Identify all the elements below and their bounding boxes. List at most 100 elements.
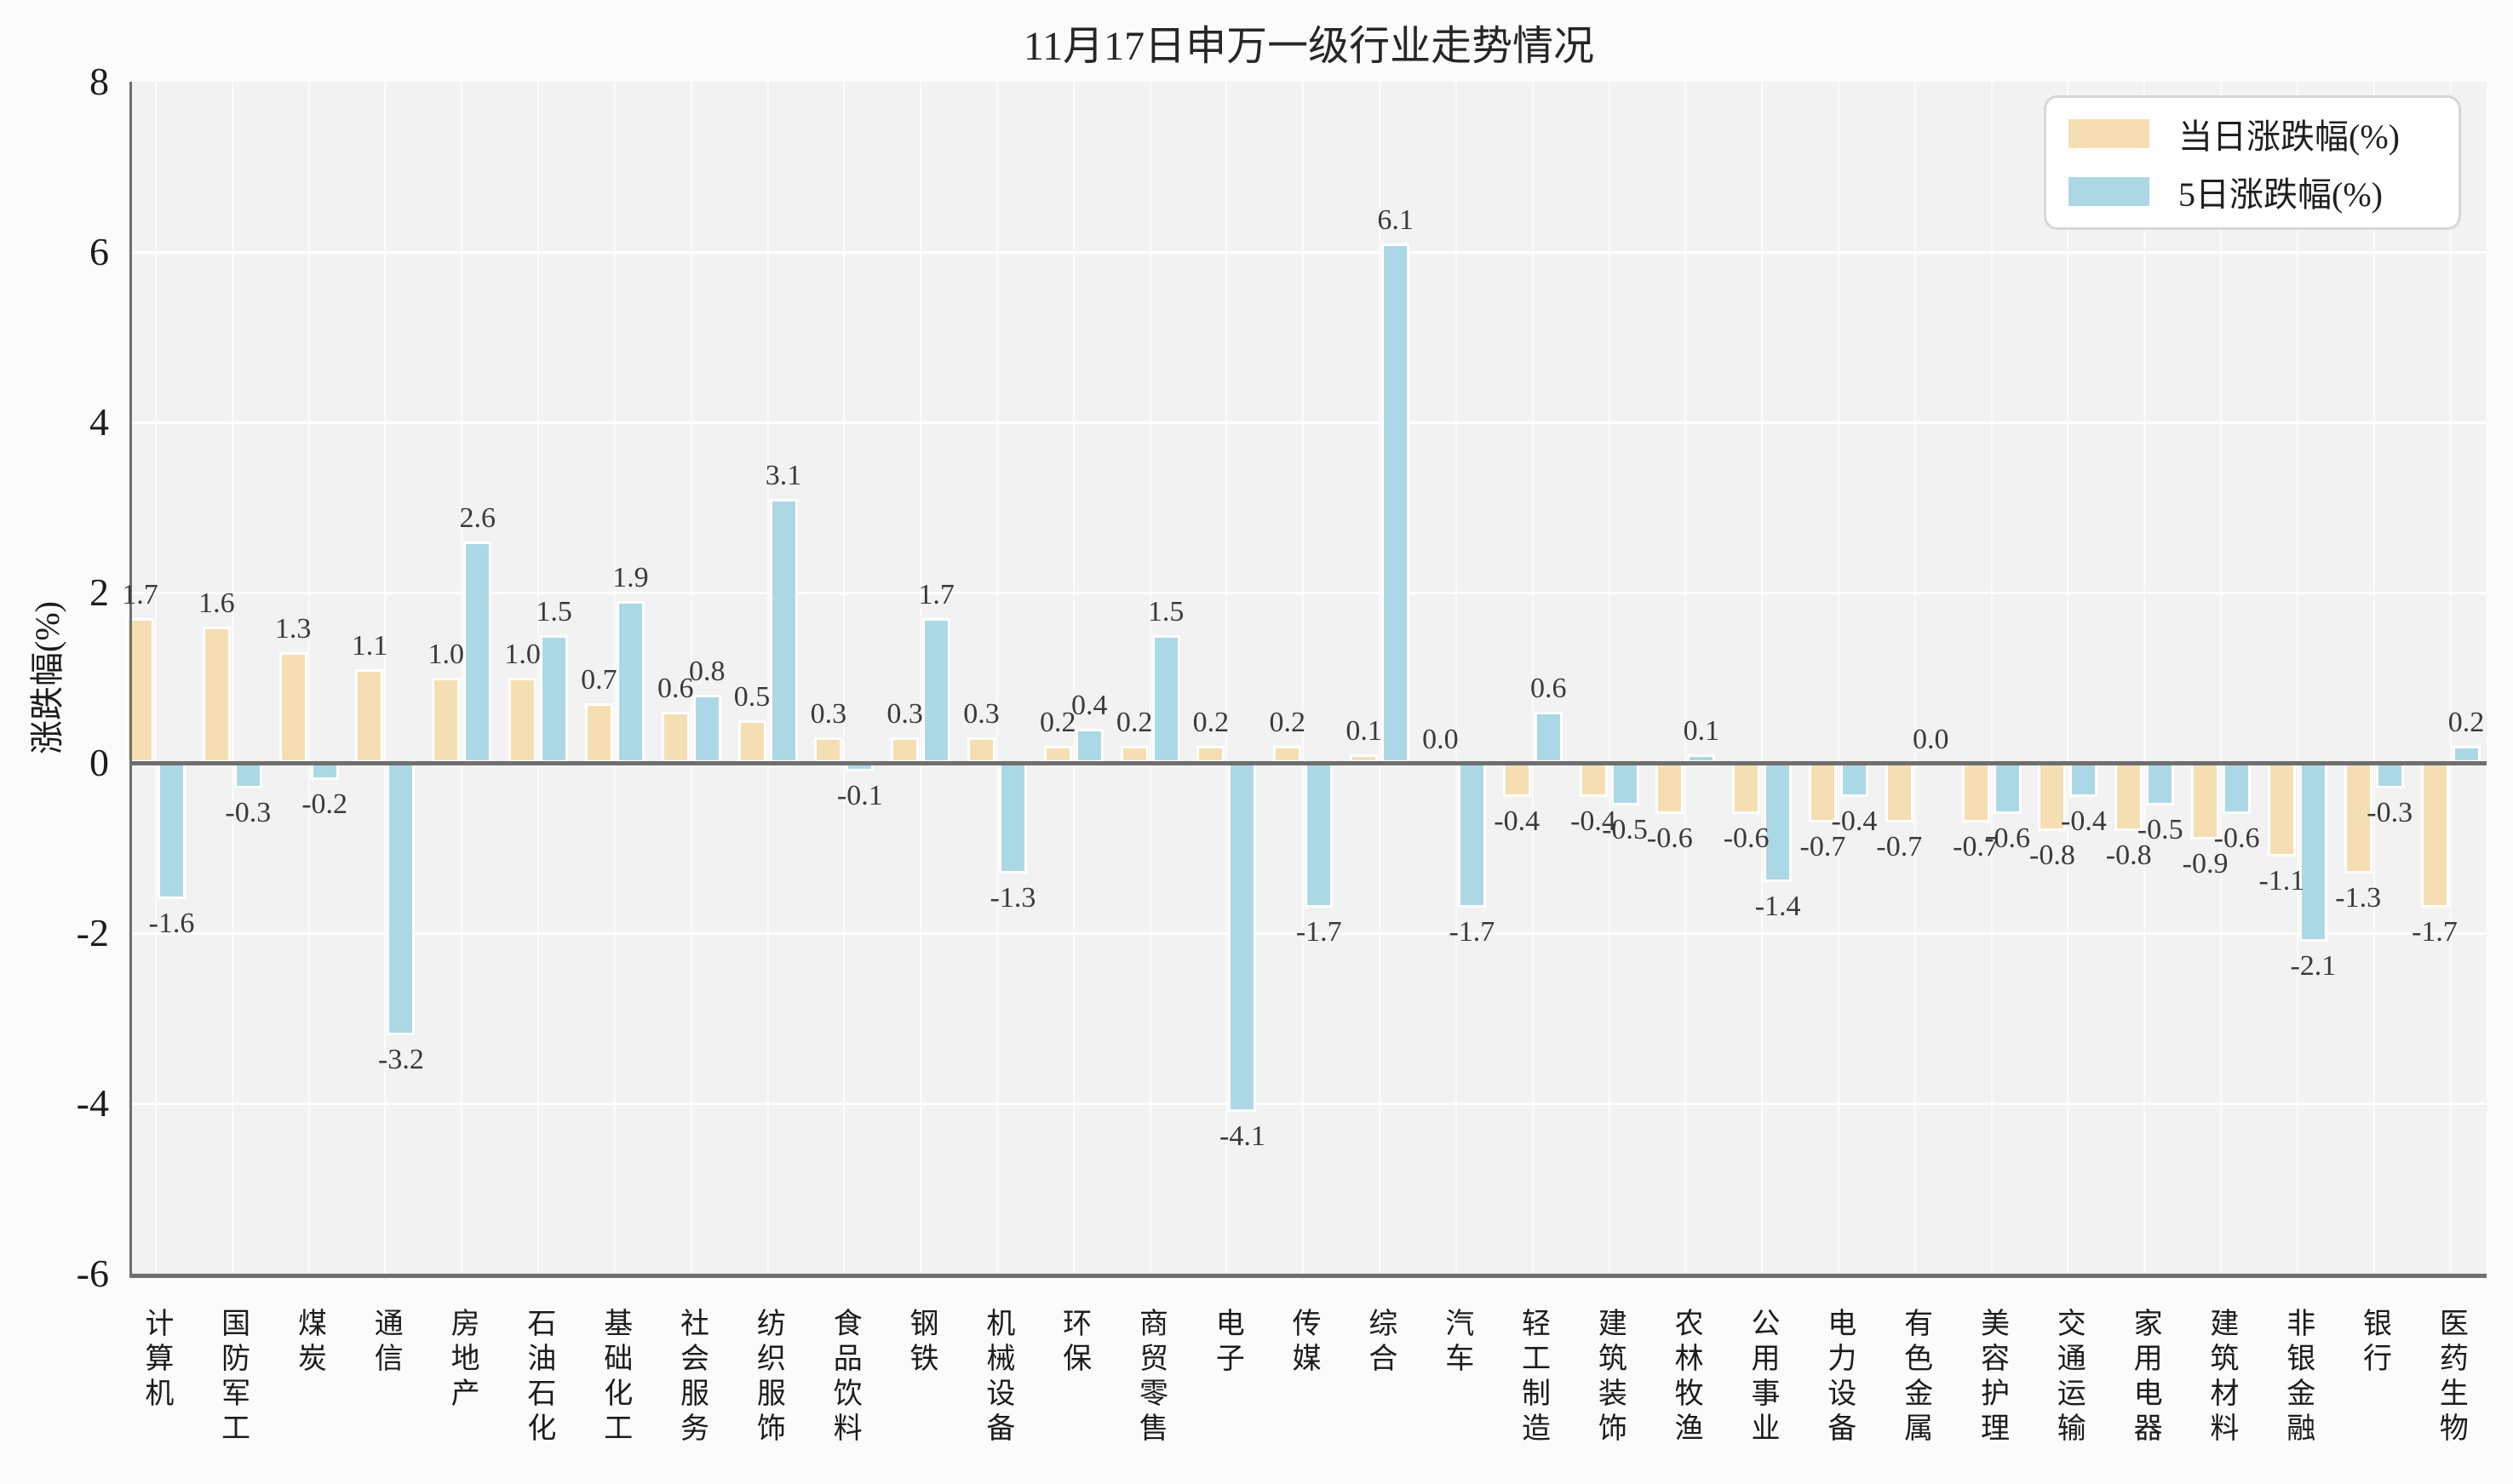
x-gridline xyxy=(2067,82,2069,1274)
x-gridline xyxy=(1302,82,1305,1274)
x-category-label: 计算机 xyxy=(140,1308,172,1412)
value-label: 3.1 xyxy=(765,460,802,491)
value-label: -1.7 xyxy=(2412,916,2458,948)
x-category-label: 通信 xyxy=(370,1308,402,1378)
value-label: -0.6 xyxy=(1723,822,1770,854)
bar-daily xyxy=(891,737,920,763)
x-category-label: 纺织服饰 xyxy=(752,1308,784,1447)
bar-daily xyxy=(584,703,613,763)
value-label: 1.9 xyxy=(612,562,649,593)
value-label: 6.1 xyxy=(1377,204,1414,236)
bar-5day xyxy=(463,541,492,763)
x-category-label: 电力设备 xyxy=(1822,1308,1855,1447)
bar-daily xyxy=(967,737,995,763)
value-label: 1.0 xyxy=(427,639,465,670)
y-gridline xyxy=(132,1102,2487,1105)
bar-5day xyxy=(310,763,339,780)
value-label: -0.3 xyxy=(2367,797,2413,828)
x-gridline xyxy=(2220,82,2223,1274)
bar-daily xyxy=(432,678,461,763)
x-category-label: 国防军工 xyxy=(216,1308,249,1447)
bar-5day xyxy=(922,618,951,763)
value-label: 0.2 xyxy=(2447,707,2485,738)
bar-daily xyxy=(1579,763,1608,797)
bar-5day xyxy=(1610,763,1639,805)
bar-daily xyxy=(1502,763,1531,797)
x-category-label: 环保 xyxy=(1058,1308,1090,1378)
value-label: -0.8 xyxy=(2105,839,2152,871)
value-label: -2.1 xyxy=(2290,950,2337,982)
value-label: -0.3 xyxy=(225,797,272,828)
x-gridline xyxy=(690,82,692,1274)
bar-5day xyxy=(1075,729,1104,763)
x-gridline xyxy=(2449,82,2452,1274)
bar-5day xyxy=(1305,763,1334,908)
value-label: 0.8 xyxy=(688,656,726,687)
value-label: 0.5 xyxy=(733,681,771,713)
value-label: -4.1 xyxy=(1219,1120,1265,1152)
bar-daily xyxy=(2191,763,2220,839)
x-gridline xyxy=(1072,82,1075,1274)
x-gridline xyxy=(1454,82,1457,1274)
bar-5day xyxy=(998,763,1027,874)
bar-5day xyxy=(233,763,262,788)
value-label: -0.6 xyxy=(1646,822,1693,854)
x-category-label: 农林牧渔 xyxy=(1670,1308,1702,1447)
value-label: 1.7 xyxy=(122,579,158,610)
legend-label-5day: 5日涨跌幅(%) xyxy=(2178,175,2383,214)
value-label: 1.1 xyxy=(351,630,388,662)
x-gridline xyxy=(1837,82,1839,1274)
x-category-label: 钢铁 xyxy=(905,1308,937,1378)
bar-5day xyxy=(158,763,186,899)
bar-daily xyxy=(737,720,766,763)
value-label: -0.5 xyxy=(2137,814,2183,845)
x-category-label: 石油石化 xyxy=(522,1308,554,1447)
x-category-label: 有色金属 xyxy=(1899,1308,1931,1447)
value-label: -0.7 xyxy=(1953,831,1999,862)
x-gridline xyxy=(2372,82,2375,1274)
x-gridline xyxy=(1913,82,1916,1274)
x-category-label: 家用电器 xyxy=(2129,1308,2161,1447)
x-gridline xyxy=(2296,82,2298,1274)
y-gridline xyxy=(132,931,2487,935)
bar-5day xyxy=(616,601,645,763)
x-gridline xyxy=(1608,82,1610,1274)
x-gridline xyxy=(155,82,157,1274)
x-axis-spine xyxy=(129,1274,2487,1278)
bar-daily xyxy=(1885,763,1913,822)
bar-daily xyxy=(202,627,231,763)
value-label: -0.6 xyxy=(1984,822,2031,854)
x-gridline xyxy=(920,82,922,1274)
x-category-label: 建筑装饰 xyxy=(1593,1308,1626,1447)
y-tick-label: 4 xyxy=(89,400,109,444)
value-label: -1.7 xyxy=(1449,916,1495,948)
value-label: 0.1 xyxy=(1345,715,1382,747)
legend-swatch-5day xyxy=(2068,176,2149,206)
x-gridline xyxy=(1990,82,1993,1274)
bar-daily xyxy=(1655,763,1684,814)
x-category-label: 轻工制造 xyxy=(1517,1308,1549,1447)
bar-daily xyxy=(355,669,384,763)
bar-5day xyxy=(387,763,416,1035)
value-label: 0.3 xyxy=(963,698,1000,730)
x-category-label: 传媒 xyxy=(1288,1308,1320,1378)
x-category-label: 食品饮料 xyxy=(829,1308,861,1447)
bar-5day xyxy=(2375,763,2404,788)
value-label: 0.2 xyxy=(1192,707,1230,738)
x-gridline xyxy=(1684,82,1687,1274)
x-gridline xyxy=(1149,82,1151,1274)
value-label: -0.4 xyxy=(1570,805,1616,837)
value-label: 1.6 xyxy=(198,587,235,619)
value-label: -1.3 xyxy=(2335,882,2382,914)
bar-daily xyxy=(278,652,307,763)
bar-daily xyxy=(814,737,843,763)
value-label: 0.0 xyxy=(1913,724,1949,755)
value-label: -0.9 xyxy=(2182,848,2229,880)
value-label: -1.6 xyxy=(148,908,195,939)
x-gridline xyxy=(231,82,233,1274)
x-category-label: 社会服务 xyxy=(675,1308,708,1447)
x-category-label: 商贸零售 xyxy=(1134,1308,1167,1447)
value-label: -0.7 xyxy=(1799,831,1846,862)
value-label: -1.4 xyxy=(1754,891,1801,922)
